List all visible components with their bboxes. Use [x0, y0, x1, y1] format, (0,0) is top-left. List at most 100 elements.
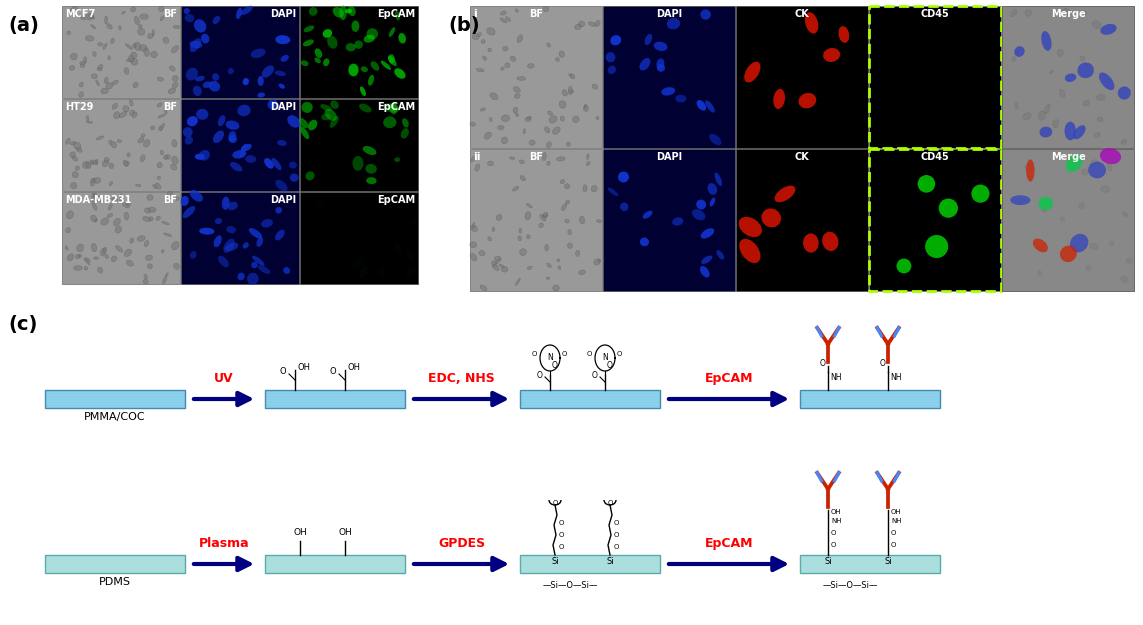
Ellipse shape [1041, 207, 1047, 212]
Ellipse shape [131, 112, 137, 118]
Ellipse shape [406, 248, 414, 262]
Ellipse shape [1053, 119, 1058, 127]
Ellipse shape [283, 267, 290, 274]
Ellipse shape [95, 159, 98, 165]
Ellipse shape [97, 42, 103, 46]
Ellipse shape [115, 246, 122, 252]
Text: O: O [559, 532, 565, 538]
Ellipse shape [710, 198, 716, 206]
Ellipse shape [106, 24, 112, 29]
Text: NH: NH [831, 518, 841, 524]
Ellipse shape [701, 228, 714, 239]
Text: DAPI: DAPI [656, 152, 682, 162]
Ellipse shape [608, 66, 616, 74]
Ellipse shape [661, 87, 676, 96]
Ellipse shape [330, 101, 338, 109]
Ellipse shape [275, 229, 285, 241]
Ellipse shape [307, 120, 318, 131]
Ellipse shape [1039, 127, 1053, 138]
Circle shape [925, 235, 949, 258]
Ellipse shape [101, 218, 109, 225]
Ellipse shape [499, 18, 506, 23]
Text: DAPI: DAPI [270, 102, 296, 112]
Ellipse shape [708, 183, 717, 195]
Ellipse shape [94, 177, 101, 183]
Ellipse shape [119, 26, 121, 30]
Text: EpCAM: EpCAM [705, 372, 753, 385]
Ellipse shape [529, 140, 535, 146]
Text: O: O [561, 351, 567, 357]
Ellipse shape [1010, 9, 1017, 17]
Ellipse shape [640, 238, 649, 246]
Ellipse shape [130, 238, 134, 243]
Ellipse shape [133, 82, 138, 88]
Ellipse shape [394, 68, 406, 79]
Ellipse shape [96, 136, 104, 140]
Text: CD45: CD45 [920, 152, 950, 162]
Ellipse shape [1078, 62, 1094, 78]
Text: PMMA/COC: PMMA/COC [85, 412, 146, 422]
Ellipse shape [381, 61, 391, 70]
Ellipse shape [1092, 21, 1101, 29]
Ellipse shape [1060, 246, 1077, 262]
Ellipse shape [218, 256, 229, 268]
Ellipse shape [1060, 89, 1065, 98]
Ellipse shape [352, 21, 359, 32]
Ellipse shape [744, 62, 760, 82]
Ellipse shape [1110, 241, 1114, 246]
Ellipse shape [67, 31, 71, 34]
Ellipse shape [570, 74, 575, 79]
Ellipse shape [131, 59, 137, 65]
Bar [299, 6, 418, 98]
Bar [265, 390, 405, 408]
Ellipse shape [596, 21, 600, 26]
Ellipse shape [79, 254, 82, 258]
Ellipse shape [543, 152, 546, 161]
Ellipse shape [275, 207, 282, 214]
Ellipse shape [281, 55, 289, 62]
Ellipse shape [227, 202, 238, 210]
Ellipse shape [242, 78, 249, 85]
Ellipse shape [72, 172, 78, 177]
Ellipse shape [575, 24, 581, 29]
Ellipse shape [162, 276, 167, 284]
Ellipse shape [163, 156, 167, 159]
Ellipse shape [799, 93, 816, 108]
Ellipse shape [190, 251, 197, 259]
Ellipse shape [512, 186, 519, 191]
Ellipse shape [112, 197, 118, 202]
Ellipse shape [495, 256, 501, 261]
Ellipse shape [157, 162, 162, 168]
Text: BF: BF [529, 152, 543, 162]
Text: O: O [586, 351, 592, 357]
Ellipse shape [1088, 162, 1106, 178]
Ellipse shape [240, 144, 247, 158]
Text: NH: NH [830, 374, 841, 382]
Text: (a): (a) [8, 16, 39, 35]
Ellipse shape [566, 142, 570, 146]
Ellipse shape [775, 186, 796, 202]
Text: Si: Si [551, 557, 559, 566]
Ellipse shape [361, 66, 368, 72]
Ellipse shape [557, 157, 565, 161]
Text: O: O [614, 520, 620, 526]
Ellipse shape [70, 141, 75, 145]
Text: BF: BF [529, 9, 543, 19]
Text: O: O [831, 542, 837, 548]
Ellipse shape [190, 190, 203, 202]
Ellipse shape [367, 28, 378, 39]
Text: O: O [329, 368, 336, 376]
Ellipse shape [1065, 74, 1077, 82]
Ellipse shape [86, 13, 94, 20]
Ellipse shape [621, 202, 629, 211]
Text: O: O [592, 371, 598, 379]
Ellipse shape [1012, 57, 1016, 61]
Ellipse shape [91, 179, 95, 182]
Ellipse shape [1049, 70, 1053, 74]
Ellipse shape [160, 16, 165, 21]
Ellipse shape [1121, 139, 1127, 144]
Ellipse shape [608, 188, 618, 196]
Ellipse shape [1101, 186, 1109, 192]
Ellipse shape [245, 155, 256, 163]
Ellipse shape [109, 140, 112, 144]
